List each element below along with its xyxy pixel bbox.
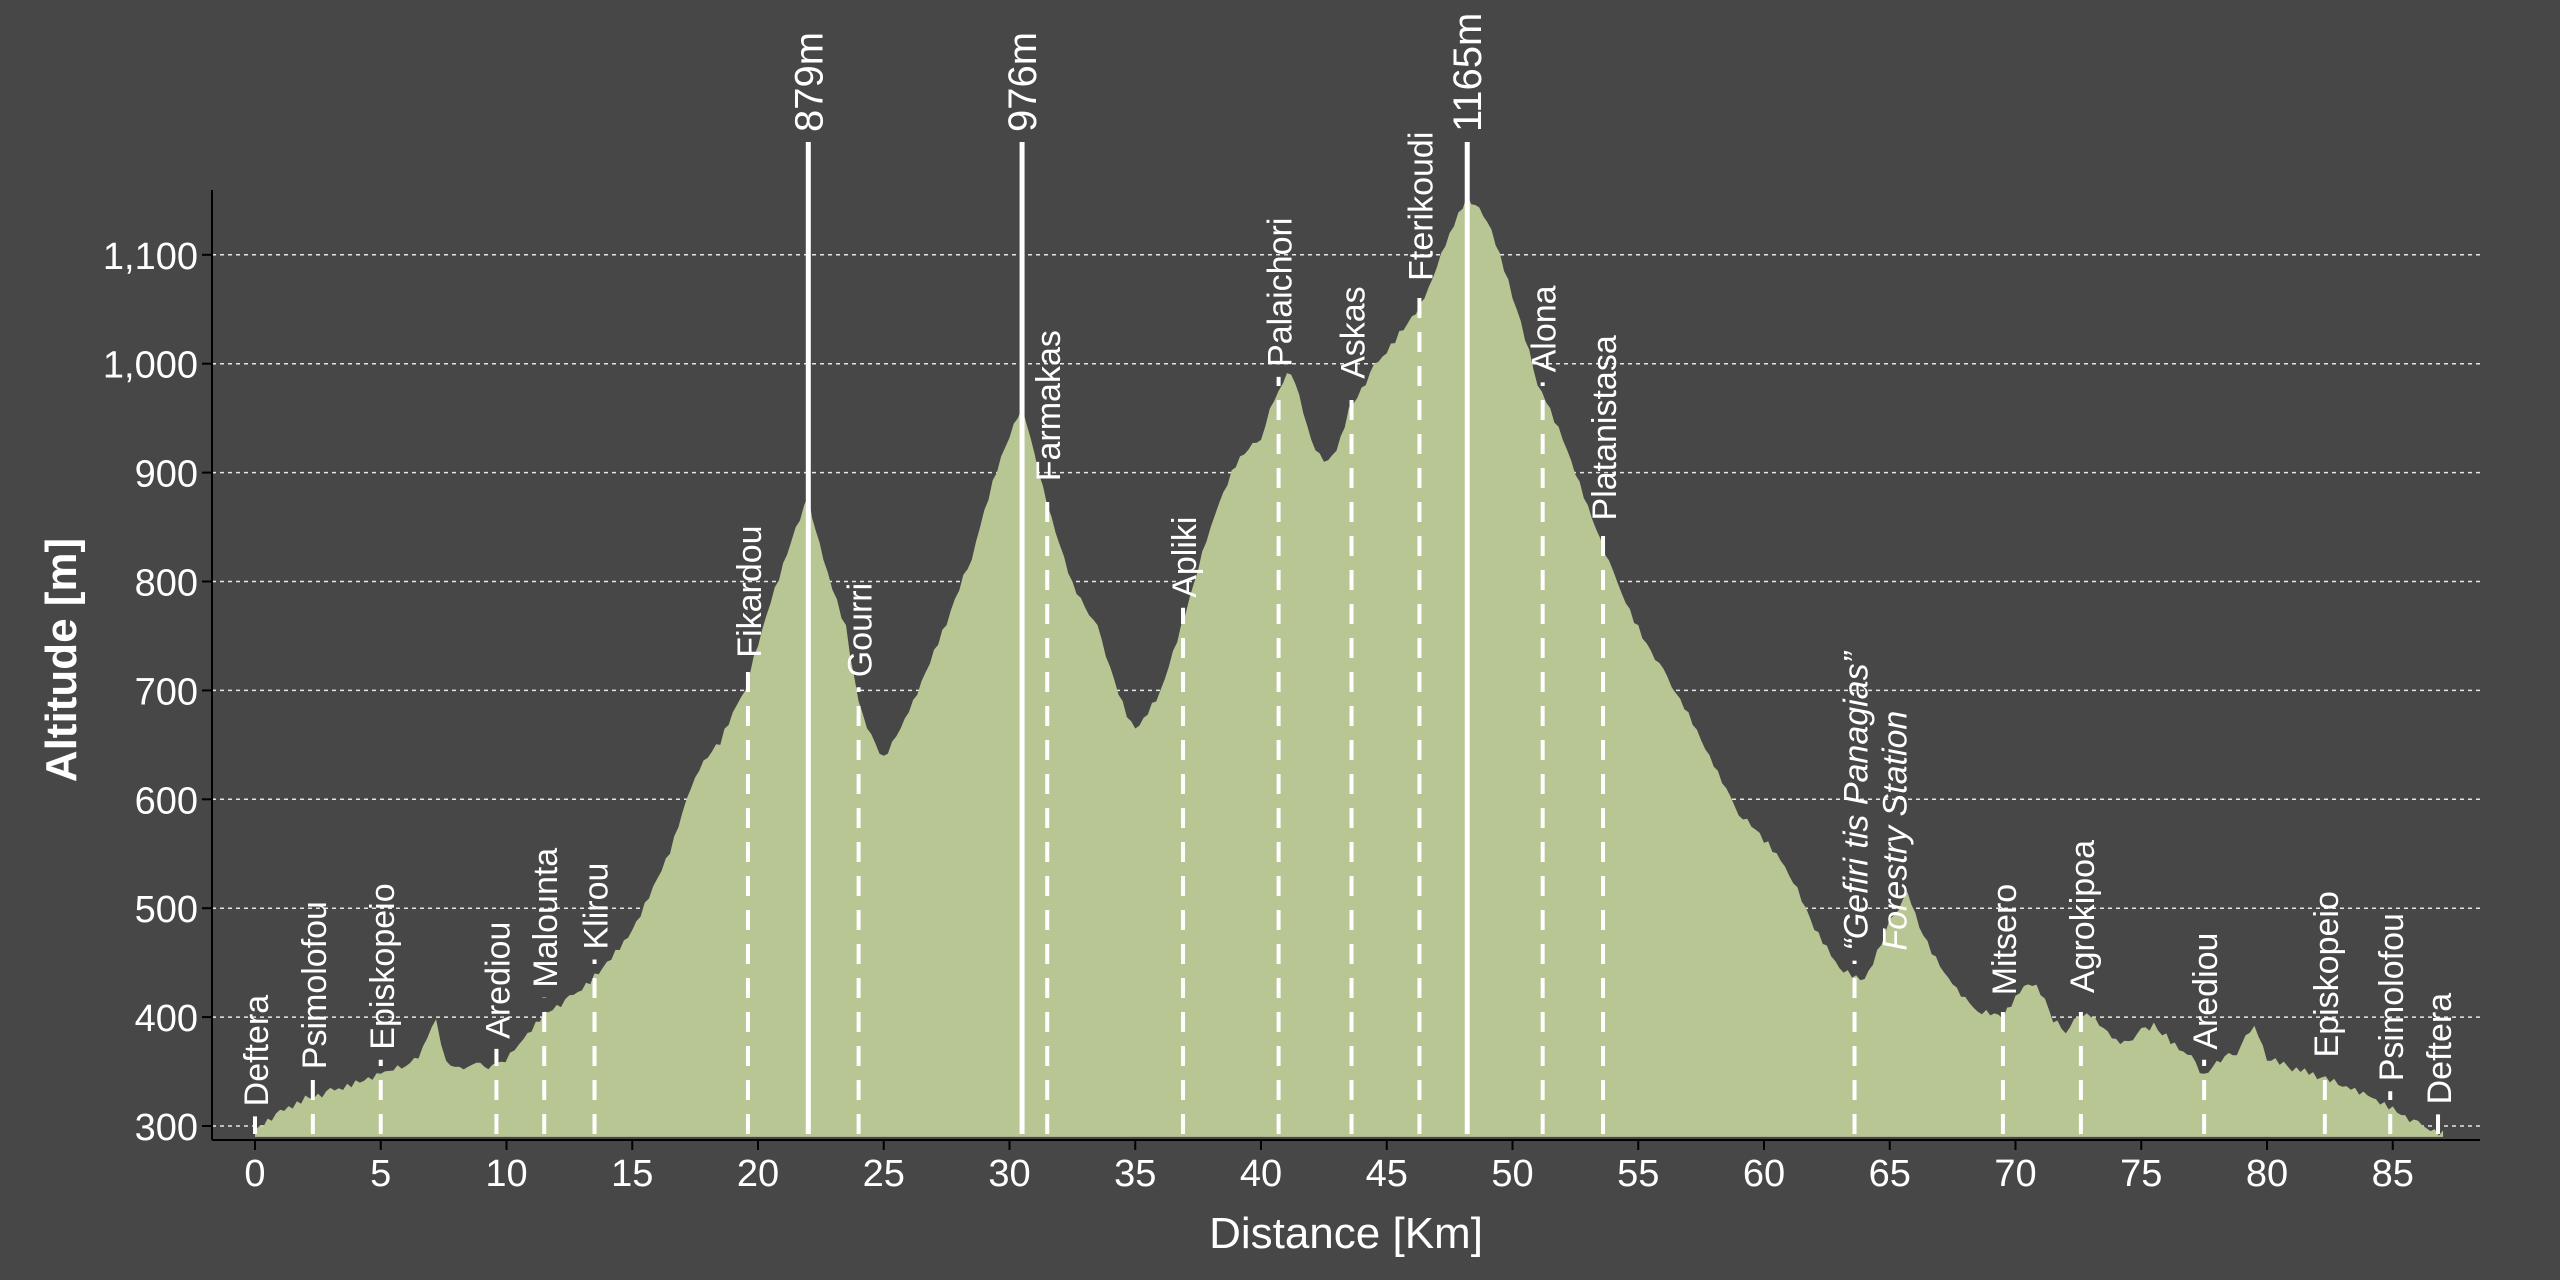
elevation-area [255, 194, 2444, 1137]
waypoint-label: Deftera [2421, 993, 2459, 1105]
x-tick-label: 85 [2372, 1153, 2414, 1195]
y-tick-label: 1,000 [103, 345, 198, 387]
peak-markers: 879m 976m 1165m [787, 13, 1490, 1134]
y-axis-label: Altitude [m] [37, 538, 86, 782]
waypoint-label: Platanistasa [1586, 335, 1624, 520]
y-tick-label: 300 [135, 1107, 198, 1149]
x-tick-label: 0 [244, 1153, 265, 1195]
axes: 300 400 500 600 700 800 900 1,000 1,100 0 5 10 15 20 2… [103, 190, 2480, 1195]
waypoint-label: Askas [1335, 286, 1373, 379]
x-tick-label: 70 [1994, 1153, 2036, 1195]
y-tick-label: 500 [135, 889, 198, 931]
x-tick-label: 15 [611, 1153, 653, 1195]
x-tick-label: 65 [1869, 1153, 1911, 1195]
x-tick-label: 55 [1617, 1153, 1659, 1195]
x-tick-label: 50 [1491, 1153, 1533, 1195]
waypoint-label: Agrokipoa [2064, 840, 2102, 993]
waypoint-label: Alona [1526, 285, 1564, 372]
peak-label: 976m [1001, 32, 1045, 132]
waypoint-label: Fikardou [731, 525, 769, 657]
waypoint-label: Arediou [479, 922, 517, 1039]
waypoint-label: Fterikoudi [1402, 132, 1440, 281]
x-axis-label: Distance [Km] [1209, 1209, 1483, 1258]
x-tick-label: 10 [485, 1153, 527, 1195]
waypoint-label: Episkopeio [364, 883, 402, 1049]
x-tick-label: 80 [2246, 1153, 2288, 1195]
peak-label: 879m [787, 32, 831, 132]
waypoint-label: Deftera [238, 995, 276, 1107]
y-tick-label: 400 [135, 998, 198, 1040]
x-tick-label: 5 [370, 1153, 391, 1195]
waypoint-label: Episkopeio [2308, 891, 2346, 1057]
x-tick-label: 35 [1114, 1153, 1156, 1195]
waypoint-label: Psimolofou [296, 901, 334, 1069]
waypoint-label: “Gefiri tis Panagias” [1838, 650, 1876, 950]
x-tick-label: 20 [737, 1153, 779, 1195]
elevation-series [255, 194, 2444, 1137]
y-tick-label: 1,100 [103, 236, 198, 278]
waypoint-label: Arediou [2187, 933, 2225, 1050]
y-tick-label: 600 [135, 780, 198, 822]
waypoint-label: Gourri [842, 583, 880, 677]
x-tick-label: 75 [2120, 1153, 2162, 1195]
waypoint-label-line2: Forestry Station [1877, 711, 1915, 951]
x-tick-label: 30 [988, 1153, 1030, 1195]
x-tick-label: 60 [1743, 1153, 1785, 1195]
waypoint-label: Malounta [527, 848, 565, 988]
x-tick-label: 40 [1240, 1153, 1282, 1195]
x-tick-label: 25 [863, 1153, 905, 1195]
waypoint-markers: Deftera Psimolofou Episkopeio Arediou Maloun… [238, 132, 2459, 1134]
waypoint-label: Apliki [1166, 517, 1204, 598]
peak-label: 1165m [1446, 13, 1490, 132]
waypoint-label: Mitsero [1986, 884, 2024, 995]
waypoint-label: Klirou [578, 863, 616, 950]
waypoint-label: Psimolofou [2373, 913, 2411, 1081]
y-tick-label: 800 [135, 563, 198, 605]
x-tick-label: 45 [1366, 1153, 1408, 1195]
waypoint-label: Farmakas [1030, 330, 1068, 481]
waypoint-label: Palaichori [1262, 218, 1300, 367]
y-tick-label: 900 [135, 454, 198, 496]
y-tick-label: 700 [135, 671, 198, 713]
